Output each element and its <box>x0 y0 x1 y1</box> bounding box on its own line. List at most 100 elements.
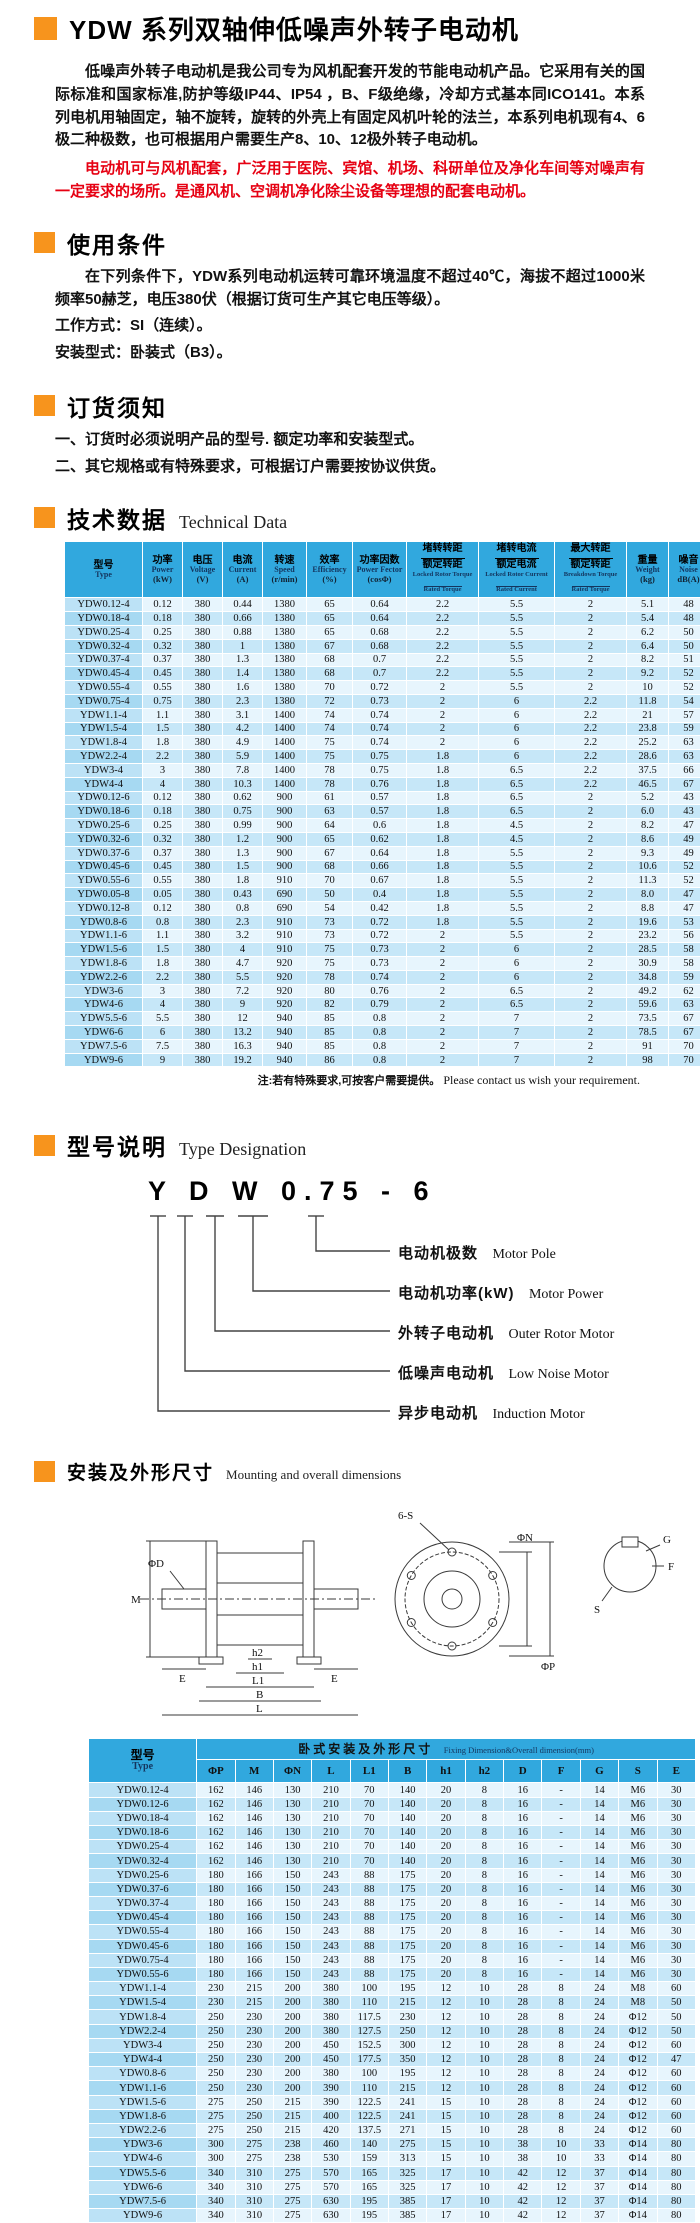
value-cell: 130 <box>273 1840 311 1854</box>
value-cell: 43 <box>669 791 700 805</box>
value-cell: 7 <box>479 1026 555 1040</box>
value-cell: 16 <box>504 1840 542 1854</box>
value-cell: 250 <box>197 2081 235 2095</box>
value-cell: 1.8 <box>407 832 479 846</box>
value-cell: 900 <box>263 819 307 833</box>
value-cell: 166 <box>235 1925 273 1939</box>
value-cell: 17 <box>427 2180 465 2194</box>
value-cell: 49.2 <box>627 984 669 998</box>
ordering-item-1: 一、订货时必须说明产品的型号. 额定功率和安装型式。 <box>55 429 645 452</box>
value-cell: 14 <box>580 1854 618 1868</box>
value-cell: Φ12 <box>619 2095 657 2109</box>
value-cell: 0.44 <box>223 598 263 612</box>
dim-label-phi-d: ΦD <box>148 1558 164 1570</box>
dim-column-header: ΦP <box>197 1760 235 1783</box>
value-cell: 12 <box>427 2067 465 2081</box>
value-cell: 70 <box>307 874 353 888</box>
designation-lines <box>0 1176 700 1438</box>
value-cell: 380 <box>183 763 223 777</box>
value-cell: 450 <box>312 2053 350 2067</box>
row-type-cell: YDW0.55-6 <box>89 1967 197 1981</box>
value-cell: 4 <box>143 777 183 791</box>
value-cell: 53 <box>669 915 700 929</box>
value-cell: 166 <box>235 1882 273 1896</box>
value-cell: 200 <box>273 1996 311 2010</box>
value-cell: 5.5 <box>479 612 555 626</box>
value-cell: Φ14 <box>619 2166 657 2180</box>
value-cell: 2 <box>407 1039 479 1053</box>
value-cell: 1.8 <box>407 763 479 777</box>
value-cell: 0.18 <box>143 805 183 819</box>
value-cell: 175 <box>388 1911 426 1925</box>
value-cell: 85 <box>307 1026 353 1040</box>
value-cell: 2 <box>555 1026 627 1040</box>
row-type-cell: YDW5.5-6 <box>89 2166 197 2180</box>
value-cell: 10 <box>465 2152 503 2166</box>
row-type-cell: YDW3-4 <box>89 2038 197 2052</box>
value-cell: 250 <box>235 2109 273 2123</box>
orange-square-icon <box>34 232 55 253</box>
value-cell: 910 <box>263 915 307 929</box>
value-cell: 0.88 <box>223 625 263 639</box>
value-cell: 2 <box>555 1039 627 1053</box>
value-cell: 162 <box>197 1783 235 1797</box>
value-cell: 6 <box>479 750 555 764</box>
dim-label-l: L <box>256 1703 263 1715</box>
value-cell: 380 <box>183 750 223 764</box>
value-cell: 140 <box>388 1783 426 1797</box>
value-cell: 8 <box>465 1797 503 1811</box>
row-type-cell: YDW0.37-4 <box>89 1896 197 1910</box>
value-cell: 243 <box>312 1939 350 1953</box>
value-cell: 8 <box>465 1826 503 1840</box>
value-cell: 33 <box>580 2152 618 2166</box>
value-cell: 74 <box>307 708 353 722</box>
value-cell: 380 <box>183 777 223 791</box>
value-cell: 28.5 <box>627 943 669 957</box>
orange-square-icon <box>34 507 55 528</box>
value-cell: 14 <box>580 1925 618 1939</box>
value-cell: 1.8 <box>407 874 479 888</box>
value-cell: 1.8 <box>407 860 479 874</box>
value-cell: 162 <box>197 1811 235 1825</box>
dimension-table: 型号 Type 卧式安装及外形尺寸 Fixing Dimension&Overa… <box>88 1738 696 2223</box>
value-cell: 380 <box>183 708 223 722</box>
value-cell: 146 <box>235 1811 273 1825</box>
value-cell: 30 <box>657 1967 696 1981</box>
value-cell: 210 <box>312 1840 350 1854</box>
value-cell: 80 <box>657 2180 696 2194</box>
row-type-cell: YDW1.8-4 <box>89 2010 197 2024</box>
value-cell: 70 <box>669 1053 700 1067</box>
value-cell: 1.4 <box>223 667 263 681</box>
value-cell: 82 <box>307 998 353 1012</box>
value-cell: M6 <box>619 1783 657 1797</box>
value-cell: 50 <box>657 2010 696 2024</box>
value-cell: 16 <box>504 1797 542 1811</box>
value-cell: 3.1 <box>223 708 263 722</box>
value-cell: 0.8 <box>353 1053 407 1067</box>
value-cell: 70 <box>350 1811 388 1825</box>
section-mounting-dimensions: 安装及外形尺寸 Mounting and overall dimensions <box>34 1458 700 1485</box>
value-cell: M8 <box>619 1996 657 2010</box>
value-cell: 2.2 <box>555 750 627 764</box>
value-cell: 6.5 <box>479 763 555 777</box>
value-cell: 166 <box>235 1896 273 1910</box>
value-cell: 4.5 <box>479 832 555 846</box>
value-cell: 9 <box>143 1053 183 1067</box>
row-type-cell: YDW0.32-4 <box>65 639 143 653</box>
row-type-cell: YDW0.45-6 <box>65 860 143 874</box>
value-cell: 1.8 <box>407 805 479 819</box>
value-cell: 2.2 <box>555 694 627 708</box>
value-cell: 16 <box>504 1911 542 1925</box>
dim-label-h1: h1 <box>252 1661 263 1673</box>
